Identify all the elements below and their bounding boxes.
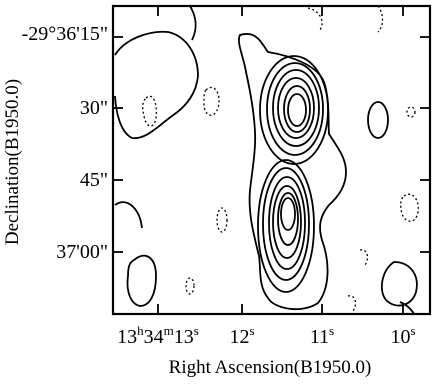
y-tick-label: 37'00" xyxy=(56,241,108,263)
y-tick-label: 30" xyxy=(80,97,108,119)
x-tick-label: 12s xyxy=(229,323,254,348)
noise-contours xyxy=(114,5,419,315)
plot-frame xyxy=(111,4,432,316)
y-tick-label: 45" xyxy=(80,169,108,191)
y-axis-label: Declination(B1950.0) xyxy=(2,79,23,245)
x-tick-labels: 13h34m13s 12s 11s 10s xyxy=(117,323,415,348)
x-axis-label: Right Ascension(B1950.0) xyxy=(169,357,372,378)
y-tick-label: -29°36'15" xyxy=(22,23,108,45)
x-tick-label: 11s xyxy=(310,323,334,348)
y-tick-labels: -29°36'15" 30" 45" 37'00" xyxy=(22,23,108,263)
x-tick-label: 13h34m13s xyxy=(117,323,199,348)
x-tick-label: 10s xyxy=(390,323,415,348)
y-ticks xyxy=(113,36,430,253)
source-contours xyxy=(238,33,347,311)
